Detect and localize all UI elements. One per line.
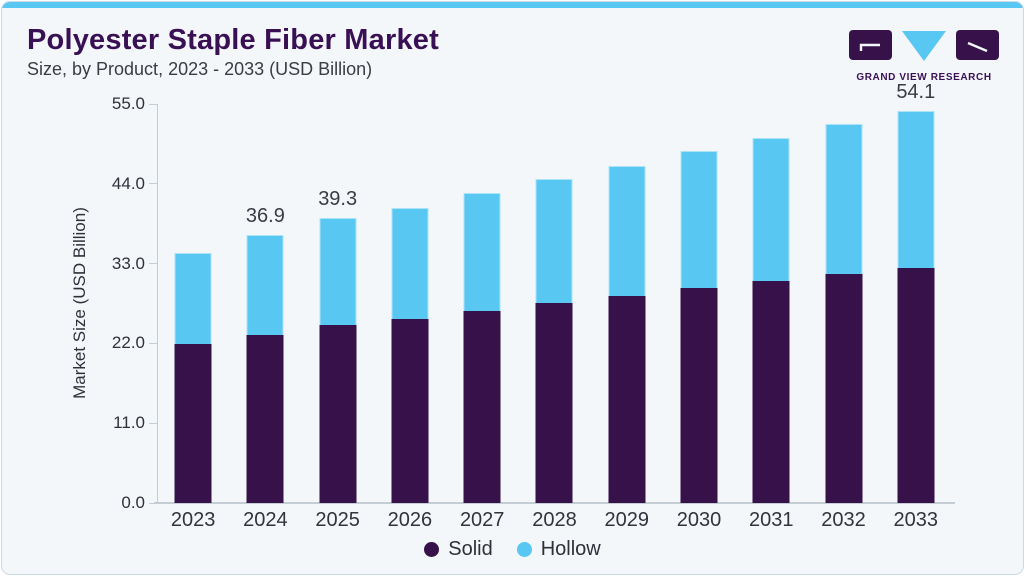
bar-segment-hollow (608, 165, 646, 297)
y-tick-mark (149, 103, 157, 105)
bar-segment-solid (391, 318, 429, 503)
x-tick-label: 2032 (821, 509, 866, 531)
x-tick-label: 2028 (532, 509, 577, 531)
bar-segment-hollow (391, 207, 429, 319)
y-axis-title: Market Size (USD Billion) (70, 207, 89, 399)
y-tick-mark (149, 502, 157, 504)
bar-segment-solid (174, 344, 212, 503)
x-axis-labels: 2023 2024 2025 2026 2027 2028 2029 2030 2031 2032… (157, 509, 952, 532)
y-tick-mark (149, 183, 157, 185)
bar-segment-solid (608, 296, 646, 503)
y-tick-label: 11.0 (113, 413, 145, 433)
x-tick-label: 2024 (243, 509, 288, 531)
bars-container: 36.9 39.3 54.1 (157, 81, 952, 503)
legend-label: Solid (448, 538, 493, 560)
bar-slot-2024: 36.9 (229, 104, 301, 503)
legend-dot-icon (516, 542, 532, 557)
bar-segment-hollow (319, 217, 357, 325)
bar-2031 (752, 138, 790, 503)
bar-segment-hollow (825, 124, 863, 275)
bar-segment-solid (246, 334, 284, 503)
y-tick-label: 33.0 (111, 253, 145, 273)
y-tick-label: 0.0 (121, 493, 145, 512)
bar-2027 (463, 193, 501, 503)
bar-segment-hollow (535, 179, 573, 303)
x-tick-label: 2033 (893, 509, 939, 531)
logo-v-triangle (902, 31, 946, 61)
y-tick-mark (149, 263, 157, 265)
bar-2025 (319, 217, 357, 503)
y-tick-label: 22.0 (111, 333, 145, 353)
legend-dot-icon (424, 542, 440, 557)
bar-segment-hollow (897, 110, 935, 268)
x-tick-label: 2025 (315, 509, 360, 531)
logo-g-glyph (859, 43, 880, 51)
bar-2029 (608, 165, 646, 503)
y-tick-mark (149, 342, 157, 344)
x-tick-label: 2023 (170, 509, 216, 531)
x-tick-label: 2027 (459, 509, 505, 531)
x-tick-label: 2031 (749, 509, 794, 531)
x-tick-label: 2030 (676, 509, 722, 531)
bar-segment-solid (319, 324, 357, 503)
logo-r-block (956, 30, 999, 60)
x-tick-label: 2026 (387, 509, 433, 531)
bar-slot-2028 (518, 104, 590, 503)
bar-slot-2031 (735, 104, 807, 503)
legend: Solid Hollow (2, 538, 1023, 561)
bar-segment-hollow (246, 235, 284, 335)
bar-segment-hollow (174, 252, 212, 345)
bar-slot-2030 (663, 104, 735, 503)
bar-segment-hollow (463, 193, 501, 311)
plot-area: 36.9 39.3 54.1 0.0 11.0 22.0 33.0 44.0 55.0 (112, 81, 955, 512)
bar-2032 (825, 124, 863, 503)
y-tick-mark (149, 422, 157, 424)
bar-slot-2023 (157, 104, 229, 503)
bar-2033 (897, 110, 935, 503)
bar-segment-solid (825, 274, 863, 503)
bar-slot-2029 (591, 104, 663, 503)
top-accent-bar (2, 2, 1023, 8)
logo-r-glyph (967, 41, 988, 53)
x-tick-label: 2029 (604, 509, 649, 531)
y-tick-label: 55.0 (111, 94, 145, 113)
bar-segment-solid (535, 302, 573, 503)
chart-title: Polyester Staple Fiber Market (27, 24, 439, 56)
bar-value-label: 39.3 (318, 187, 358, 210)
bar-2024 (246, 235, 284, 503)
bar-2026 (391, 207, 429, 503)
bar-segment-solid (752, 281, 790, 503)
bar-value-label: 36.9 (245, 205, 285, 228)
y-tick-label: 44.0 (111, 173, 145, 193)
bar-slot-2027 (446, 104, 518, 503)
bar-value-label: 54.1 (896, 80, 936, 103)
bar-2023 (174, 252, 212, 503)
legend-item-solid: Solid (424, 538, 493, 561)
y-axis-line (157, 104, 158, 503)
bar-2030 (680, 151, 718, 503)
bar-segment-solid (680, 288, 718, 503)
logo-wordmark: GRAND VIEW RESEARCH (856, 72, 992, 83)
bar-2028 (535, 179, 573, 503)
x-axis-line (154, 502, 955, 504)
chart-subtitle: Size, by Product, 2023 - 2033 (USD Billi… (27, 59, 373, 79)
bar-slot-2025: 39.3 (302, 104, 374, 503)
gvr-logo-icon (849, 30, 999, 61)
bar-segment-solid (463, 310, 501, 503)
bar-segment-hollow (680, 151, 718, 289)
bar-segment-solid (897, 267, 935, 503)
legend-item-hollow: Hollow (516, 538, 601, 561)
bar-slot-2033: 54.1 (880, 81, 952, 503)
bar-slot-2032 (807, 104, 879, 503)
bar-slot-2026 (374, 104, 446, 503)
legend-label: Hollow (540, 538, 601, 560)
bar-segment-hollow (752, 138, 790, 282)
grand-view-research-logo: GRAND VIEW RESEARCH (849, 30, 999, 83)
